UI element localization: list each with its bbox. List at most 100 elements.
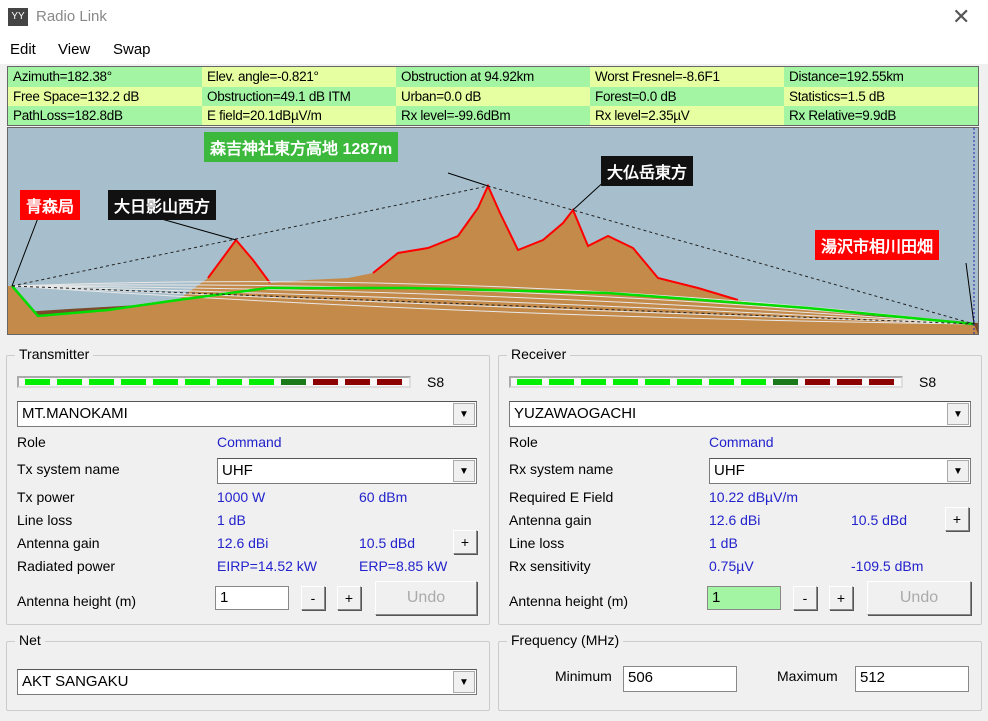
- tx-signal-meter: [17, 376, 411, 388]
- info-cell: Obstruction=49.1 dB ITM: [202, 87, 396, 106]
- rx-lineloss-value: 1 dB: [709, 535, 738, 551]
- tx-gain-dbi: 12.6 dBi: [217, 535, 269, 551]
- menu-bar: Edit View Swap: [0, 36, 988, 64]
- tx-eirp: EIRP=14.52 kW: [217, 558, 317, 574]
- info-cell: Distance=192.55km: [784, 67, 978, 87]
- rx-signal-meter: [509, 376, 903, 388]
- tx-role-value: Command: [217, 434, 282, 450]
- tx-undo-button[interactable]: Undo: [375, 581, 477, 615]
- meter-segment: [741, 379, 766, 385]
- label-tx-site: 青森局: [20, 190, 81, 220]
- label-peak1: 大日影山西方: [108, 190, 217, 220]
- menu-edit[interactable]: Edit: [10, 41, 36, 58]
- ground-line: [11, 285, 975, 326]
- rx-height-minus-button[interactable]: -: [793, 586, 817, 610]
- tx-lineloss-label: Line loss: [17, 512, 73, 528]
- tx-height-minus-button[interactable]: -: [301, 586, 325, 610]
- terrain-profile: 青森局 大日影山西方 森吉神社東方高地 1287m 大仏岳東方 湯沢市相川田畑: [7, 127, 979, 335]
- tx-s-meter-value: S8: [427, 374, 445, 390]
- meter-segment: [185, 379, 210, 385]
- rx-gain-dbi: 12.6 dBi: [709, 512, 761, 528]
- info-cell: Azimuth=182.38°: [8, 67, 202, 87]
- info-cell: PathLoss=182.8dB: [8, 106, 202, 125]
- tx-gain-dbd: 10.5 dBd: [359, 535, 416, 551]
- meter-segment: [773, 379, 798, 385]
- info-cell: Worst Fresnel=-8.6F1: [590, 67, 784, 87]
- tx-system-value: UHF: [222, 462, 253, 479]
- meter-segment: [549, 379, 574, 385]
- meter-segment: [281, 379, 306, 385]
- meter-segment: [645, 379, 670, 385]
- tx-system-label: Tx system name: [17, 461, 120, 477]
- meter-segment: [517, 379, 542, 385]
- tx-role-label: Role: [17, 434, 46, 450]
- label-highest: 森吉神社東方高地 1287m: [204, 132, 399, 162]
- rx-gain-plus-button[interactable]: +: [945, 507, 969, 531]
- meter-segment: [377, 379, 402, 385]
- net-value: AKT SANGAKU: [22, 673, 129, 690]
- tx-site-select[interactable]: MT.MANOKAMI ▼: [17, 401, 477, 427]
- tx-gain-plus-button[interactable]: +: [453, 530, 477, 554]
- meter-segment: [345, 379, 370, 385]
- tx-radiated-label: Radiated power: [17, 558, 116, 574]
- chevron-down-icon[interactable]: ▼: [453, 403, 475, 425]
- meter-segment: [581, 379, 606, 385]
- info-cell: Rx level=-99.6dBm: [396, 106, 590, 125]
- meter-segment: [837, 379, 862, 385]
- meter-segment: [217, 379, 242, 385]
- rx-site-value: YUZAWAOGACHI: [514, 405, 637, 422]
- net-group: Net AKT SANGAKU ▼: [6, 632, 490, 711]
- rx-system-select[interactable]: UHF ▼: [709, 458, 971, 484]
- window-title: Radio Link: [36, 8, 107, 25]
- net-title: Net: [15, 632, 45, 648]
- info-cell: Obstruction at 94.92km: [396, 67, 590, 87]
- close-icon[interactable]: ✕: [952, 4, 971, 29]
- rx-height-plus-button[interactable]: +: [829, 586, 853, 610]
- rx-height-label: Antenna height (m): [509, 593, 629, 609]
- chevron-down-icon[interactable]: ▼: [453, 460, 475, 482]
- net-select[interactable]: AKT SANGAKU ▼: [17, 669, 477, 695]
- freq-max-label: Maximum: [777, 668, 838, 684]
- meter-segment: [677, 379, 702, 385]
- info-cell: Rx level=2.35µV: [590, 106, 784, 125]
- chevron-down-icon[interactable]: ▼: [453, 671, 475, 693]
- rx-gain-dbd: 10.5 dBd: [851, 512, 908, 528]
- rx-sens-label: Rx sensitivity: [509, 558, 591, 574]
- rx-system-value: UHF: [714, 462, 745, 479]
- rx-undo-button[interactable]: Undo: [867, 581, 971, 615]
- rx-system-label: Rx system name: [509, 461, 614, 477]
- rx-gain-label: Antenna gain: [509, 512, 592, 528]
- menu-view[interactable]: View: [58, 41, 91, 58]
- info-cell: Urban=0.0 dB: [396, 87, 590, 106]
- meter-segment: [313, 379, 338, 385]
- tx-lineloss-value: 1 dB: [217, 512, 246, 528]
- meter-segment: [709, 379, 734, 385]
- meter-segment: [249, 379, 274, 385]
- tx-height-label: Antenna height (m): [17, 593, 137, 609]
- rx-height-input[interactable]: 1: [707, 586, 781, 610]
- rx-role-value: Command: [709, 434, 774, 450]
- info-cell: Statistics=1.5 dB: [784, 87, 978, 106]
- chevron-down-icon[interactable]: ▼: [947, 460, 969, 482]
- tx-height-plus-button[interactable]: +: [337, 586, 361, 610]
- rx-efield-value: 10.22 dBµV/m: [709, 489, 799, 505]
- menu-swap[interactable]: Swap: [113, 41, 151, 58]
- info-cell: Forest=0.0 dB: [590, 87, 784, 106]
- tx-height-input[interactable]: 1: [215, 586, 289, 610]
- label-peak2: 大仏岳東方: [601, 156, 694, 186]
- transmitter-group: Transmitter S8 MT.MANOKAMI ▼ Role Command…: [6, 346, 490, 625]
- freq-max-input[interactable]: 512: [855, 666, 969, 692]
- rx-role-label: Role: [509, 434, 538, 450]
- terrain-outline: [207, 183, 739, 301]
- rx-s-meter-value: S8: [919, 374, 937, 390]
- link-info-grid: Azimuth=182.38° Elev. angle=-0.821° Obstru…: [7, 66, 979, 126]
- profile-chart: [8, 128, 978, 334]
- tx-system-select[interactable]: UHF ▼: [217, 458, 477, 484]
- rx-site-select[interactable]: YUZAWAOGACHI ▼: [509, 401, 971, 427]
- frequency-title: Frequency (MHz): [507, 632, 624, 648]
- meter-segment: [57, 379, 82, 385]
- chevron-down-icon[interactable]: ▼: [947, 403, 969, 425]
- tx-power-label: Tx power: [17, 489, 75, 505]
- freq-min-input[interactable]: 506: [623, 666, 737, 692]
- rx-sens-uv: 0.75µV: [709, 558, 754, 574]
